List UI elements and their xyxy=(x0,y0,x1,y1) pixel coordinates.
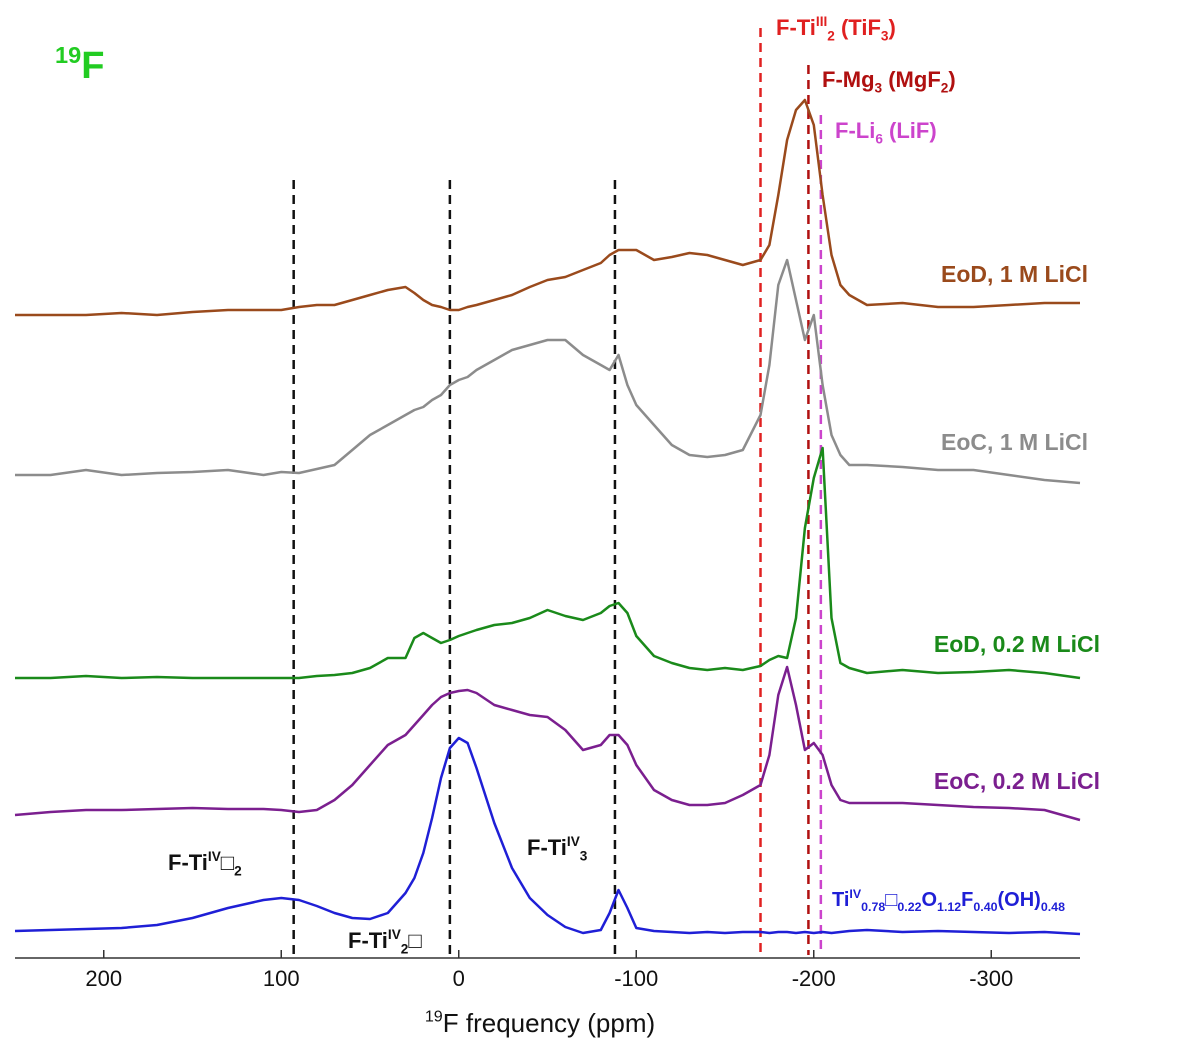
text-segment: (TiF xyxy=(835,15,881,40)
text-segment: F xyxy=(81,45,104,87)
text-segment: 3 xyxy=(580,849,588,864)
text-segment: □ xyxy=(221,850,234,875)
spectrum xyxy=(15,446,1081,680)
x-tick-label: -200 xyxy=(792,966,836,991)
text-segment: 2 xyxy=(941,81,949,96)
text-segment: 19 xyxy=(55,42,81,68)
text-segment: 0.22 xyxy=(897,900,921,914)
text-segment: III xyxy=(816,14,827,29)
spectrum xyxy=(15,258,1081,485)
spectrum xyxy=(14,665,1081,822)
text-segment: 1.12 xyxy=(937,900,961,914)
text-segment: 0.78 xyxy=(861,900,885,914)
series-label: EoC, 1 M LiCl xyxy=(941,429,1088,455)
text-segment: 2 xyxy=(401,942,409,957)
chart-title: 19F xyxy=(55,42,104,87)
text-segment: Ti xyxy=(832,889,849,911)
spectrum xyxy=(14,736,1081,936)
x-tick-label: 100 xyxy=(263,966,300,991)
text-segment: F-Mg xyxy=(822,67,875,92)
text-segment: IV xyxy=(208,849,221,864)
text-segment: □ xyxy=(885,889,897,911)
text-segment: 6 xyxy=(875,132,883,147)
spectrum xyxy=(15,98,1080,317)
text-segment: ) xyxy=(948,67,955,92)
x-tick-label: 0 xyxy=(453,966,465,991)
text-segment: (OH) xyxy=(998,889,1041,911)
x-tick-label: -300 xyxy=(969,966,1013,991)
text-segment: F xyxy=(961,889,973,911)
text-segment: O xyxy=(921,889,937,911)
x-tick-label: 200 xyxy=(85,966,122,991)
reference-label: F-Li6 (LiF) xyxy=(835,118,937,147)
text-segment: F-Ti xyxy=(168,850,208,875)
text-segment: F-Li xyxy=(835,118,875,143)
text-segment: F frequency (ppm) xyxy=(443,1008,655,1038)
text-segment: IV xyxy=(567,834,580,849)
text-segment: (MgF xyxy=(882,67,941,92)
reference-label: F-Mg3 (MgF2) xyxy=(822,67,956,96)
series-label: EoC, 0.2 M LiCl xyxy=(934,768,1100,794)
text-segment: (LiF) xyxy=(883,118,937,143)
text-segment: 0.48 xyxy=(1041,900,1065,914)
text-segment: 3 xyxy=(875,81,883,96)
text-segment: 2 xyxy=(827,29,835,44)
text-segment: 0.40 xyxy=(973,900,997,914)
reference-label: F-TiIV2□ xyxy=(348,927,422,956)
text-segment: □ xyxy=(408,928,421,953)
reference-label: F-TiIII2 (TiF3) xyxy=(776,14,896,43)
series-label: EoD, 0.2 M LiCl xyxy=(934,631,1100,657)
x-axis-label: 19F frequency (ppm) xyxy=(425,1008,655,1038)
text-segment: 19 xyxy=(425,1008,443,1026)
series-label: TiIV0.78□0.22O1.12F0.40(OH)0.48 xyxy=(832,887,1065,914)
x-tick-label: -100 xyxy=(614,966,658,991)
text-segment: 2 xyxy=(234,864,242,879)
text-segment: F-Ti xyxy=(348,928,388,953)
reference-label: F-TiIV□2 xyxy=(168,849,242,878)
series-label: EoD, 1 M LiCl xyxy=(941,261,1088,287)
text-segment: F-Ti xyxy=(527,835,567,860)
text-segment: IV xyxy=(388,927,401,942)
text-segment: ) xyxy=(888,15,895,40)
text-segment: F-Ti xyxy=(776,15,816,40)
text-segment: 3 xyxy=(881,29,889,44)
text-segment: IV xyxy=(849,887,861,901)
reference-label: F-TiIV3 xyxy=(527,834,588,863)
